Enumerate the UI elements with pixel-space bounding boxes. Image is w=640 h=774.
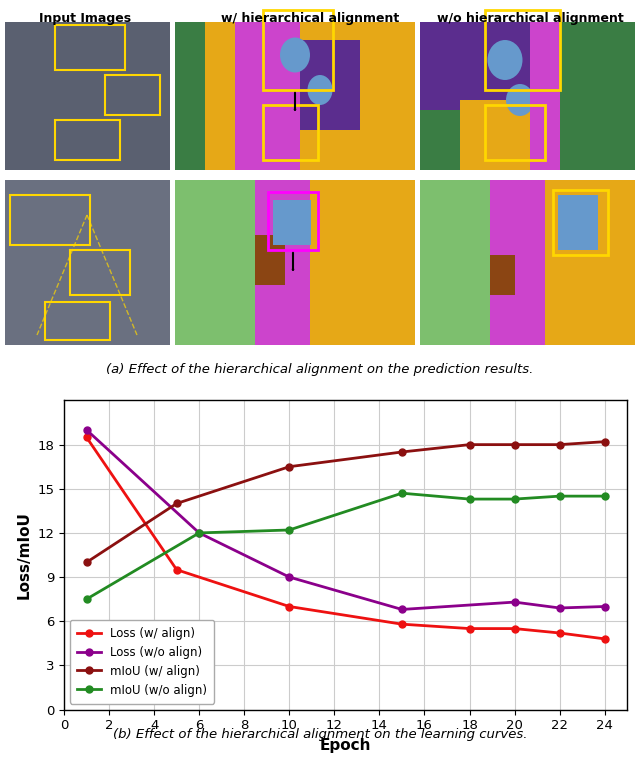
Bar [530,22,560,170]
Bar [55,25,125,70]
Bar [70,250,130,295]
Loss (w/o align) [195,529,203,538]
Bar [273,200,311,245]
Bar [545,180,635,345]
Text: (b) Effect of the hierarchical alignment on the learning curves.: (b) Effect of the hierarchical alignment… [113,728,527,741]
Text: (a) Effect of the hierarchical alignment on the prediction results.: (a) Effect of the hierarchical alignment… [106,364,534,376]
Bar [415,22,420,170]
Bar [300,40,360,130]
mIoU (w/ align) [511,440,518,449]
Ellipse shape [307,75,333,105]
Line: Loss (w/o align): Loss (w/o align) [83,426,608,613]
Bar [105,75,160,115]
Bar [490,255,515,295]
Bar [485,105,545,160]
mIoU (w/ align) [466,440,474,449]
Text: w/ hierarchical alignment: w/ hierarchical alignment [221,12,399,25]
mIoU (w/o align) [556,491,563,501]
Bar [310,180,415,345]
Loss (w/ align) [601,634,609,643]
Bar [420,22,550,110]
Loss (w/ align) [556,628,563,638]
mIoU (w/o align) [195,529,203,538]
mIoU (w/ align) [285,462,293,471]
Loss (w/o align) [556,604,563,613]
Text: w/o hierarchical alignment: w/o hierarchical alignment [436,12,623,25]
Bar [235,22,300,170]
Loss (w/ align) [511,624,518,633]
Bar [55,120,120,160]
Bar [263,10,333,90]
Loss (w/ align) [83,433,90,442]
mIoU (w/o align) [511,495,518,504]
Bar [45,302,110,340]
Bar [485,10,560,90]
Bar [5,180,170,345]
mIoU (w/o align) [398,488,406,498]
mIoU (w/ align) [173,499,180,509]
Bar [0,170,640,180]
mIoU (w/o align) [285,526,293,535]
Y-axis label: Loss/mIoU: Loss/mIoU [17,511,32,599]
Bar [175,22,415,170]
mIoU (w/o align) [466,495,474,504]
Bar [460,100,540,170]
Bar [420,22,635,170]
Loss (w/o align) [398,604,406,614]
Loss (w/ align) [466,624,474,633]
Ellipse shape [280,37,310,73]
mIoU (w/ align) [398,447,406,457]
Bar [420,180,635,345]
Bar [490,180,545,345]
Loss (w/ align) [398,619,406,628]
Bar [255,180,310,345]
mIoU (w/o align) [601,491,609,501]
Bar [175,180,415,345]
Ellipse shape [506,84,534,116]
Bar [175,22,205,170]
Line: mIoU (w/ align): mIoU (w/ align) [83,438,608,566]
Loss (w/o align) [83,425,90,434]
Text: Input Images: Input Images [39,12,131,25]
Legend: Loss (w/ align), Loss (w/o align), mIoU (w/ align), mIoU (w/o align): Loss (w/ align), Loss (w/o align), mIoU … [70,620,214,704]
Bar [255,235,285,285]
Loss (w/o align) [601,602,609,611]
Bar [558,195,598,250]
Bar [268,192,318,250]
Line: mIoU (w/o align): mIoU (w/o align) [83,490,608,603]
mIoU (w/o align) [83,594,90,604]
Loss (w/o align) [285,573,293,582]
Bar [263,105,318,160]
Loss (w/ align) [285,602,293,611]
Loss (w/o align) [511,598,518,607]
X-axis label: Epoch: Epoch [320,738,371,753]
Bar [5,22,170,170]
Ellipse shape [488,40,522,80]
Loss (w/ align) [173,565,180,574]
Bar [553,190,608,255]
mIoU (w/ align) [601,437,609,447]
mIoU (w/ align) [556,440,563,449]
Line: Loss (w/ align): Loss (w/ align) [83,433,608,642]
mIoU (w/ align) [83,558,90,567]
Bar [10,195,90,245]
